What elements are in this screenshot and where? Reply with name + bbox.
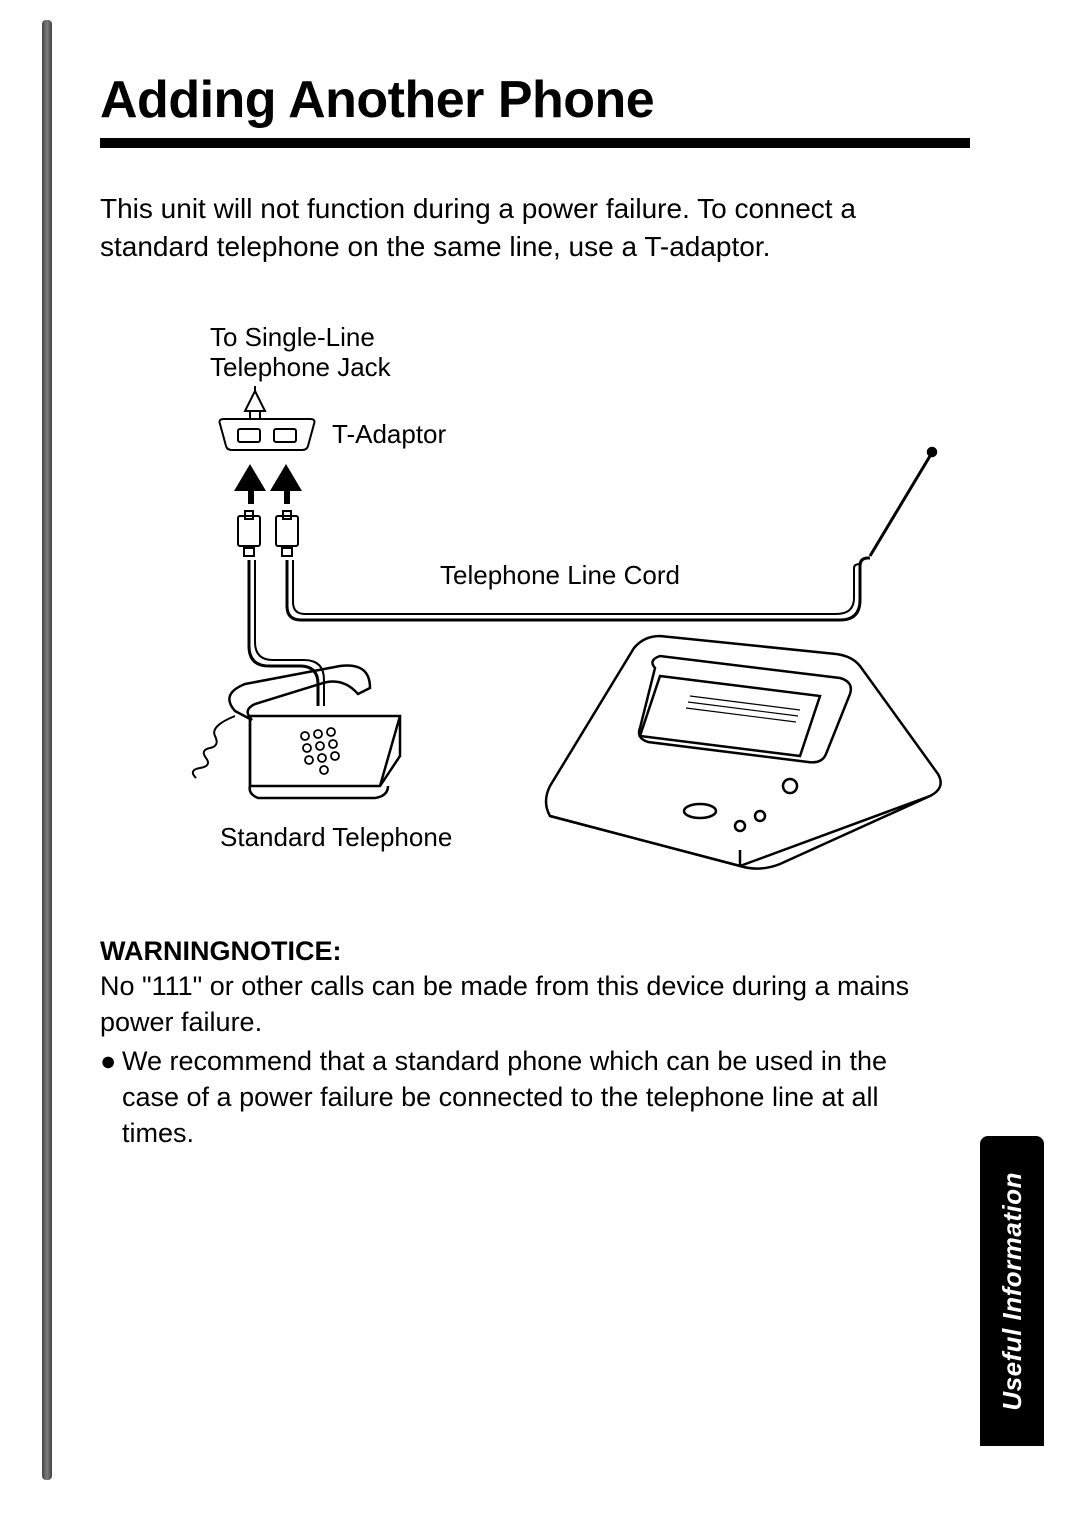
manual-page: Adding Another Phone This unit will not … [0, 0, 1080, 1526]
t-adaptor-icon [220, 419, 315, 450]
section-tab-label: Useful Information [997, 1172, 1028, 1411]
section-tab: Useful Information [980, 1136, 1044, 1446]
standard-telephone-icon [193, 665, 400, 798]
wall-jack-icon [245, 386, 265, 418]
warning-heading: WARNINGNOTICE: [100, 936, 990, 967]
warning-body: No "111" or other calls can be made from… [100, 969, 920, 1041]
page-title: Adding Another Phone [100, 70, 990, 130]
label-jack: To Single-Line Telephone Jack [210, 322, 392, 382]
label-std-phone: Standard Telephone [220, 822, 452, 852]
plug-connectors-icon [238, 511, 298, 556]
label-adaptor: T-Adaptor [332, 419, 447, 449]
label-cord: Telephone Line Cord [440, 560, 680, 590]
arrows-up-icon [234, 464, 302, 504]
connection-diagram: To Single-Line Telephone Jack T-Adaptor [100, 316, 970, 896]
intro-paragraph: This unit will not function during a pow… [100, 190, 920, 266]
warning-bullet-row: ● We recommend that a standard phone whi… [100, 1044, 940, 1152]
bullet-dot-icon: ● [100, 1044, 122, 1152]
cordless-phone-icon [546, 448, 941, 869]
title-underline [100, 138, 970, 148]
binding-edge [42, 20, 52, 1480]
warning-bullet-text: We recommend that a standard phone which… [122, 1044, 940, 1152]
